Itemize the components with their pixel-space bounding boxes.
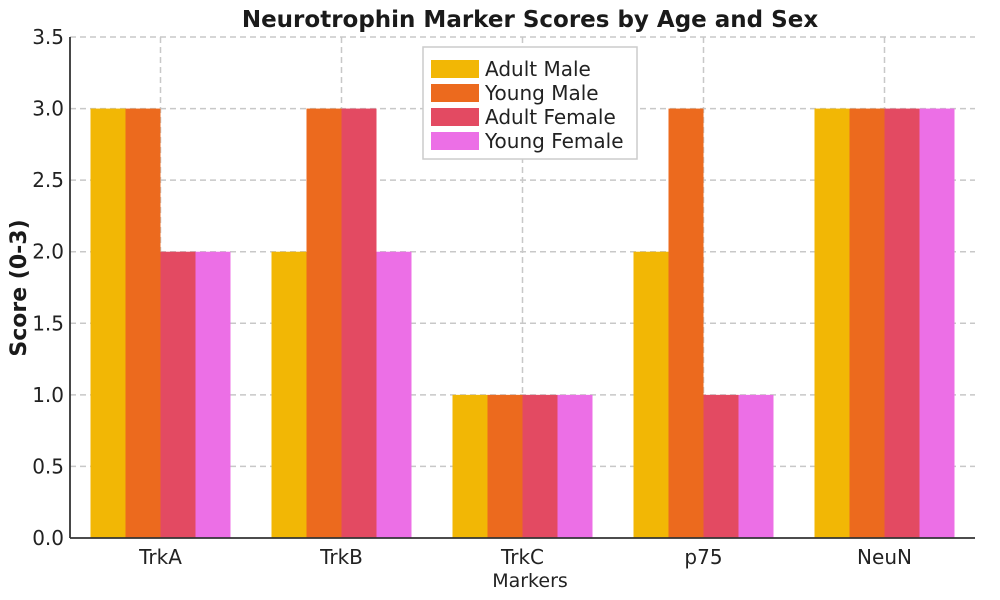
bar-adult-female-neun	[884, 108, 920, 539]
bar-adult-female-trka	[160, 251, 196, 538]
bar-young-female-trka	[195, 251, 231, 538]
legend-swatch	[431, 132, 479, 150]
legend-swatch	[431, 84, 479, 102]
x-tick-label: TrkA	[138, 545, 182, 569]
legend-swatch	[431, 60, 479, 78]
x-tick-label: TrkB	[319, 545, 363, 569]
bar-young-female-p75	[738, 394, 774, 538]
legend-label: Adult Female	[485, 105, 616, 129]
bar-adult-female-trkb	[341, 108, 377, 539]
y-tick-label: 0.0	[32, 526, 64, 550]
y-axis-label: Score (0-3)	[7, 219, 32, 356]
x-tick-label: NeuN	[857, 545, 912, 569]
bar-adult-female-p75	[703, 394, 739, 538]
bar-young-female-trkb	[376, 251, 412, 538]
bar-adult-female-trkc	[522, 394, 558, 538]
y-tick-labels: 0.0 0.5 1.0 1.5 2.0 2.5 3.0 3.5	[32, 25, 64, 550]
bar-adult-male-p75	[633, 251, 669, 538]
y-tick-label: 3.0	[32, 97, 64, 121]
bar-adult-male-trkc	[452, 394, 488, 538]
x-tick-label: TrkC	[500, 545, 544, 569]
y-tick-label: 0.5	[32, 454, 64, 478]
y-tick-label: 3.5	[32, 25, 64, 49]
legend-label: Young Male	[484, 81, 599, 105]
y-tick-label: 2.5	[32, 168, 64, 192]
bar-adult-male-trka	[90, 108, 126, 539]
bars	[90, 108, 955, 539]
legend-swatch	[431, 108, 479, 126]
y-tick-label: 2.0	[32, 240, 64, 264]
bar-adult-male-trkb	[271, 251, 307, 538]
bar-young-male-p75	[668, 108, 704, 539]
x-tick-labels: TrkA TrkB TrkC p75 NeuN	[138, 545, 912, 569]
x-tick-label: p75	[684, 545, 722, 569]
bar-young-female-trkc	[557, 394, 593, 538]
y-tick-label: 1.0	[32, 383, 64, 407]
bar-young-female-neun	[919, 108, 955, 539]
bar-young-male-trka	[125, 108, 161, 539]
bar-adult-male-neun	[814, 108, 850, 539]
chart-title: Neurotrophin Marker Scores by Age and Se…	[242, 7, 818, 33]
axes	[69, 37, 975, 539]
bar-young-male-neun	[849, 108, 885, 539]
legend-label: Young Female	[484, 129, 624, 153]
legend-label: Adult Male	[485, 57, 591, 81]
y-tick-label: 1.5	[32, 311, 64, 335]
x-axis-label: Markers	[492, 570, 568, 592]
bar-young-male-trkb	[306, 108, 342, 539]
bar-young-male-trkc	[487, 394, 523, 538]
